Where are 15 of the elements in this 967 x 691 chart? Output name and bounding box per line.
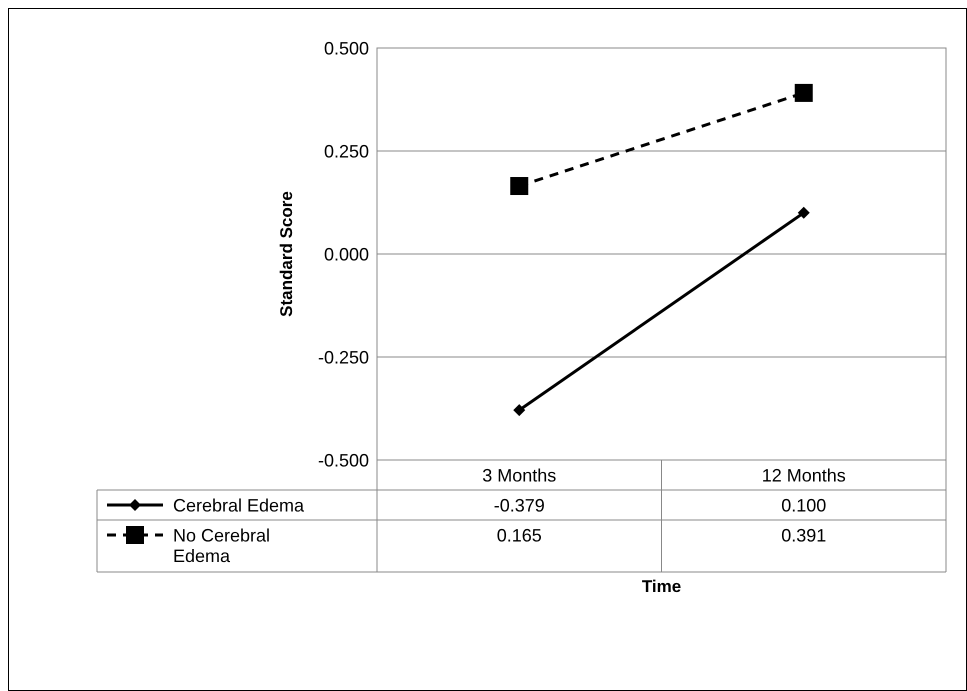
data-label: 0.165 <box>496 525 542 546</box>
y-tick-label: 0.000 <box>324 244 369 264</box>
text: Time <box>642 577 682 596</box>
y-tick-label: 0.250 <box>324 141 369 162</box>
y-tick-label: -0.250 <box>318 347 369 368</box>
data-label: -0.379 <box>494 495 545 516</box>
y-tick-label: 0.500 <box>324 38 369 58</box>
data-label: 0.391 <box>781 525 826 546</box>
x-tick-label: 3 Months <box>482 465 556 486</box>
y-axis-title: Standard Score <box>277 191 296 317</box>
y-tick-label: -0.500 <box>318 450 369 470</box>
data-label: 0.100 <box>781 495 826 516</box>
x-tick-label: 12 Months <box>762 465 846 486</box>
legend-label: Cerebral Edema <box>173 495 306 516</box>
legend-label: No Cerebral Edema <box>173 525 270 566</box>
